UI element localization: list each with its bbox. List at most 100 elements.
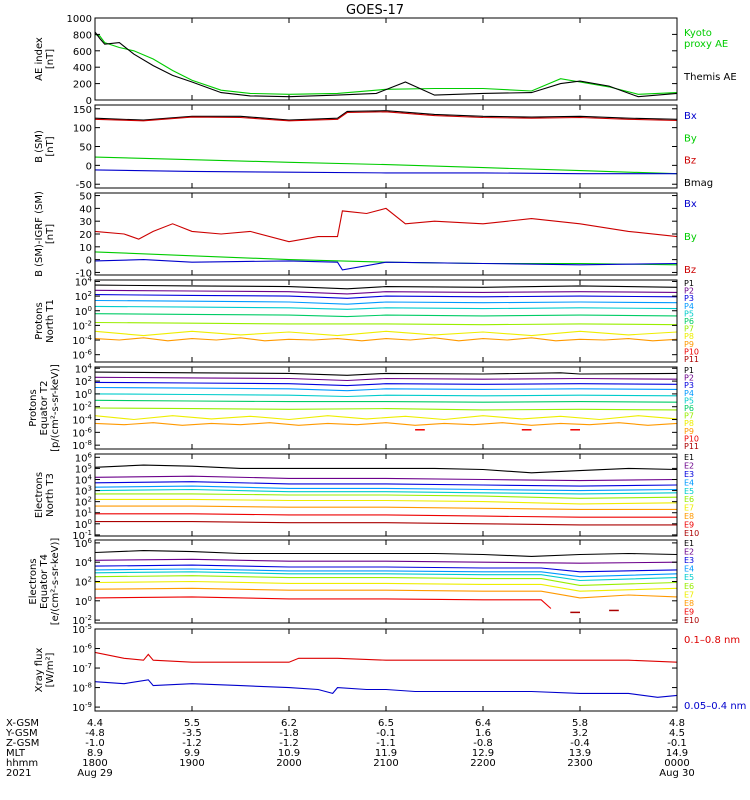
y-tick-label: 10-5 xyxy=(72,623,92,636)
legend-e7: E7 xyxy=(684,590,694,599)
legend-p1: P1 xyxy=(684,279,694,288)
y-tick-label: 40 xyxy=(79,204,92,215)
x-tick-value: -1.0 xyxy=(85,738,105,749)
legend-p9: P9 xyxy=(684,427,694,436)
y-axis-label: [nT] xyxy=(45,136,56,156)
legend-p9: P9 xyxy=(684,340,694,349)
series-E3 xyxy=(95,481,677,487)
y-tick-label: 10-6 xyxy=(72,643,92,656)
x-tick-value: 6.2 xyxy=(281,718,297,729)
y-axis-label: Xray flux xyxy=(34,648,45,693)
series-E6 xyxy=(95,493,677,499)
y-tick-label: 150 xyxy=(73,105,92,116)
legend-e8: E8 xyxy=(684,599,694,608)
legend-e6: E6 xyxy=(684,495,694,504)
y-axis-label: B (SM) xyxy=(34,130,45,163)
series-P8 xyxy=(95,330,677,337)
series-P5 xyxy=(95,393,677,398)
legend-bx: Bx xyxy=(684,111,697,122)
legend-p6: P6 xyxy=(684,404,694,413)
y-tick-label: 0 xyxy=(86,256,92,267)
legend-e10: E10 xyxy=(684,529,699,538)
series-P3 xyxy=(95,381,677,387)
y-tick-label: 100 xyxy=(75,305,92,318)
y-tick-label: 102 xyxy=(75,290,92,303)
legend-p2: P2 xyxy=(684,287,694,296)
y-axis-label: North T1 xyxy=(45,299,56,343)
y-axis-label: Protons xyxy=(28,389,39,426)
y-axis-label: B (SM)-IGRF (SM) xyxy=(34,191,45,277)
y-tick-label: 200 xyxy=(73,80,92,91)
series-By xyxy=(95,251,677,266)
series-E4 xyxy=(95,568,677,578)
series-E1 xyxy=(95,550,677,557)
y-axis-label: AE index xyxy=(34,37,45,81)
x-tick-value: -0.8 xyxy=(473,738,493,749)
y-axis-label: Electrons xyxy=(34,472,45,518)
y-tick-label: 10-2 xyxy=(72,614,92,627)
y-tick-label: 102 xyxy=(75,375,92,388)
x-tick-value: -4.8 xyxy=(85,728,105,739)
series-P9 xyxy=(95,422,677,426)
x-tick-value: 6.4 xyxy=(475,718,491,729)
y-tick-label: 800 xyxy=(73,30,92,41)
x-tick-value: 0000 xyxy=(664,758,689,769)
series-E9 xyxy=(95,596,552,609)
x-tick-value: -0.1 xyxy=(667,738,687,749)
x-tick-value: -1.8 xyxy=(279,728,299,739)
x-row-label: hhmm xyxy=(6,758,38,769)
legend-p5: P5 xyxy=(684,309,694,318)
panel-2: 150 100 50 0 -50 B (SM) [nT] Bx By Bz Bmag xyxy=(34,104,713,191)
y-tick-label: 104 xyxy=(75,556,93,569)
y-tick-label: 104 xyxy=(75,362,93,375)
series-P7 xyxy=(95,407,677,411)
series-P1 xyxy=(95,284,677,290)
y-tick-label: 103 xyxy=(75,485,92,498)
series-P2 xyxy=(95,376,677,382)
legend-p8: P8 xyxy=(684,419,694,428)
legend-p2: P2 xyxy=(684,374,694,383)
x-tick-value: 4.8 xyxy=(669,718,685,729)
y-tick-label: 10-8 xyxy=(72,439,92,452)
y-tick-label: 105 xyxy=(75,462,92,475)
panel-series xyxy=(95,31,677,98)
panel-series xyxy=(95,371,677,431)
series-E8 xyxy=(95,587,677,599)
series-P8 xyxy=(95,415,677,421)
panel-frame xyxy=(94,17,678,101)
legend-e3: E3 xyxy=(684,556,694,565)
y-tick-label: 10-2 xyxy=(72,319,92,332)
legend-p5: P5 xyxy=(684,396,694,405)
y-tick-label: 102 xyxy=(75,496,92,509)
legend-e1: E1 xyxy=(684,539,694,548)
legend-e4: E4 xyxy=(684,565,694,574)
y-axis-label: North T3 xyxy=(45,473,56,517)
y-tick-label: 10-6 xyxy=(72,426,92,439)
legend-e6: E6 xyxy=(684,582,694,591)
series-E1 xyxy=(95,464,677,474)
y-axis-label: [nT] xyxy=(45,49,56,69)
legend-p10: P10 xyxy=(684,347,699,356)
figure-title: GOES-17 xyxy=(346,3,404,18)
x-tick-value: -0.4 xyxy=(570,738,590,749)
series-0.05–0.4 nm xyxy=(95,679,677,698)
x-row-label: X-GSM xyxy=(6,718,39,729)
y-tick-label: 0 xyxy=(86,96,92,107)
x-tick-value: Aug 30 xyxy=(659,768,694,779)
x-axis-table: X-GSM 4.4 5.5 6.2 6.5 6.4 5.8 4.8Y-GSM -4.8 -3.5-… xyxy=(5,718,695,779)
series-Bmag xyxy=(95,110,677,121)
x-tick-value: 12.9 xyxy=(472,748,494,759)
panel-frame xyxy=(94,628,678,712)
panel-1: 1000 800 600 400 200 0 AE index [nT] Kyotoproxy … xyxy=(34,14,737,107)
x-tick-value: -0.1 xyxy=(376,728,396,739)
y-tick-label: -10 xyxy=(76,268,92,279)
x-tick-value: 6.5 xyxy=(378,718,394,729)
x-tick-value: 4.5 xyxy=(669,728,685,739)
x-tick-value: 9.9 xyxy=(184,748,200,759)
y-tick-label: 10-4 xyxy=(72,334,92,347)
y-tick-label: 10-9 xyxy=(72,701,92,714)
legend-bx: Bx xyxy=(684,199,697,210)
series-P1 xyxy=(95,371,677,376)
panel-series xyxy=(95,284,677,342)
